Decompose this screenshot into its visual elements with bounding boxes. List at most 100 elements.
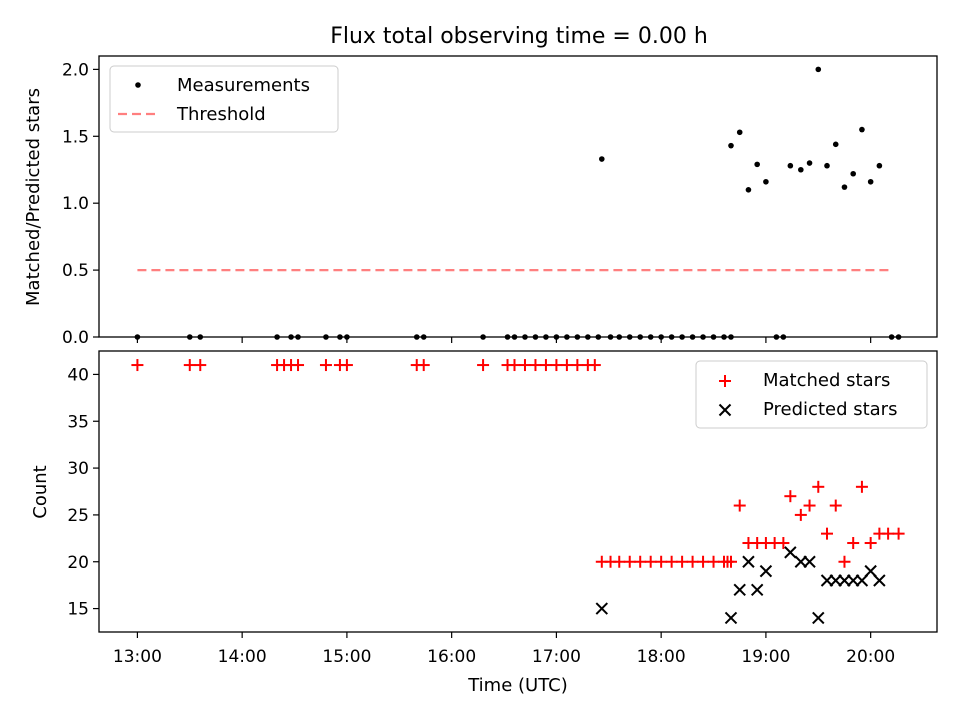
matched-star-point [518, 359, 531, 372]
matched-star-point [194, 359, 207, 372]
matched-star-point [131, 359, 144, 372]
matched-star-point [634, 555, 647, 568]
figure-title: Flux total observing time = 0.00 h [330, 24, 708, 49]
matched-star-point [529, 359, 542, 372]
top-panel: 0.00.51.01.52.0 Matched/Predicted stars … [23, 55, 938, 348]
bottom-y-tick-label: 15 [67, 600, 89, 620]
measurement-point [824, 162, 830, 169]
matched-star-point [539, 359, 552, 372]
bottom-y-tick-label: 30 [67, 459, 89, 479]
matched-star-point [613, 555, 626, 568]
predicted-star-b [812, 611, 825, 625]
bottom-x-tick-label: 17:00 [532, 647, 581, 667]
predicted-star-point [803, 555, 816, 568]
matched-star-point [477, 359, 490, 372]
matched-star-point [707, 555, 720, 568]
bottom-x-tick-label: 20:00 [846, 647, 895, 667]
measurement-point [798, 166, 804, 173]
measurement-point [728, 142, 734, 149]
matched-star-point [655, 555, 668, 568]
bottom-legend: Matched stars Predicted stars [695, 360, 928, 429]
matched-star-point [803, 499, 816, 512]
matched-star-point [829, 499, 842, 512]
predicted-star-point [595, 602, 609, 615]
measurement-point [832, 141, 839, 148]
bottom-x-axis: 13:00 14:00 15:00 16:00 17:00 18:00 19:00 20:00 [113, 632, 895, 667]
matched-star-point [183, 359, 196, 372]
matched-star-point [550, 359, 563, 372]
top-y-tick-label: 1.5 [62, 127, 89, 147]
matched-star-point [724, 555, 737, 568]
predicted-star-b [759, 564, 773, 578]
matched-star-point [665, 555, 678, 568]
measurement-point [599, 156, 605, 162]
predicted-star-b [803, 555, 816, 568]
measurement-point [736, 129, 743, 136]
legend-measurements-marker [135, 82, 141, 88]
predicted-star-point [812, 611, 825, 625]
measurement-point [876, 162, 883, 169]
legend-threshold-label: Threshold [176, 104, 266, 125]
matched-star-point [733, 499, 746, 512]
predicted-star-b [742, 555, 755, 568]
matched-star-point [882, 527, 895, 540]
matched-star-point [571, 359, 584, 372]
top-y-tick-label: 0.0 [62, 328, 89, 348]
matched-star-point [864, 537, 877, 550]
predicted-star-b [864, 564, 877, 578]
predicted-star-point [750, 583, 764, 597]
measurement-point [815, 66, 822, 73]
predicted-star-point [742, 555, 755, 568]
predicted-star-b [750, 583, 764, 597]
matched-star-point [560, 359, 573, 372]
bottom-y-axis-label: Count [30, 465, 51, 518]
bottom-x-axis-label: Time (UTC) [467, 675, 568, 696]
measurement-point [763, 178, 769, 185]
bottom-y-tick-label: 40 [67, 365, 89, 385]
top-y-tick-label: 0.5 [62, 261, 89, 281]
bottom-axes-frame [98, 350, 938, 633]
top-x-ticks [136, 337, 872, 343]
predicted-star-b [724, 611, 738, 625]
matched-star-point [676, 555, 689, 568]
matched-star-point [686, 555, 699, 568]
bottom-x-tick-label: 13:00 [113, 647, 162, 667]
bottom-panel: 15 20 25 30 35 40 13:00 14:00 15:00 16:00 17:00 18… [30, 350, 938, 696]
measurement-point [867, 178, 874, 185]
matched-star-point [623, 555, 636, 568]
matched-star-point [821, 527, 834, 540]
top-legend-box [109, 65, 339, 133]
predicted-star-b [784, 546, 797, 559]
top-y-axis: 0.0 0.5 1.0 1.5 2.0 [62, 60, 99, 348]
top-legend: Measurements Threshold [109, 65, 339, 133]
bottom-y-tick-label: 20 [67, 553, 89, 573]
measurement-point [745, 187, 752, 193]
predicted-star-point [733, 583, 746, 597]
bottom-plot-area [131, 359, 905, 625]
legend-matched-label: Matched stars [763, 370, 890, 391]
measurement-point [859, 126, 865, 133]
bottom-x-tick-label: 15:00 [322, 647, 371, 667]
measurement-point [787, 162, 794, 169]
matched-star-point [292, 359, 305, 372]
bottom-y-tick-label: 35 [67, 412, 89, 432]
top-y-axis-label: Matched/Predicted stars [23, 88, 44, 306]
matched-star-point [697, 555, 710, 568]
matched-star-point [812, 480, 825, 493]
bottom-x-tick-label: 14:00 [218, 647, 267, 667]
predicted-star-point [873, 574, 886, 587]
bottom-x-tick-label: 19:00 [741, 647, 790, 667]
measurement-point [841, 184, 848, 190]
matched-star-point [855, 480, 868, 493]
matched-star-point [847, 537, 860, 550]
matched-star-point [508, 359, 521, 372]
bottom-y-tick-label: 25 [67, 506, 89, 526]
matched-star-point [892, 527, 905, 540]
measurement-point [754, 161, 760, 168]
measurement-point [850, 170, 856, 177]
predicted-star-point [759, 564, 773, 578]
legend-predicted-label: Predicted stars [763, 399, 897, 420]
matched-star-point [777, 537, 790, 550]
matched-star-point [340, 359, 353, 372]
